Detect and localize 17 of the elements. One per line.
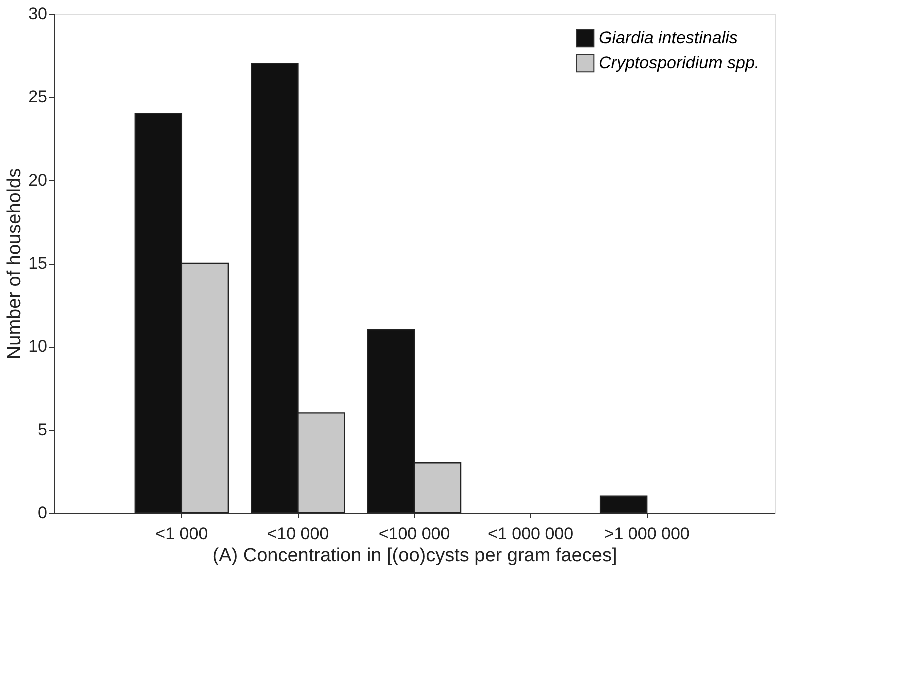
x-tick-label: <10 000 — [267, 524, 330, 544]
x-tick-label: <1 000 000 — [488, 524, 574, 544]
y-tick-label: 10 — [28, 337, 48, 356]
y-tick-label: 20 — [28, 170, 48, 190]
legend-label: Giardia intestinalis — [599, 28, 738, 48]
y-tick-label: 0 — [38, 504, 48, 522]
y-axis-title: Number of households — [4, 168, 26, 360]
legend-label: Cryptosporidium spp. — [599, 54, 760, 72]
x-axis-title: (A) Concentration in [(oo)cysts per gram faeces] — [212, 546, 618, 566]
y-tick-label: 5 — [38, 420, 48, 440]
y-tick-label: 15 — [28, 254, 48, 273]
x-tick-label: >1 000 000 — [604, 524, 690, 544]
x-tick-label: <100 000 — [378, 524, 450, 544]
y-tick-label: 30 — [28, 4, 48, 24]
x-tick-label: <1 000 — [156, 524, 208, 544]
bar — [600, 496, 648, 514]
y-tick-label: 25 — [28, 88, 48, 107]
